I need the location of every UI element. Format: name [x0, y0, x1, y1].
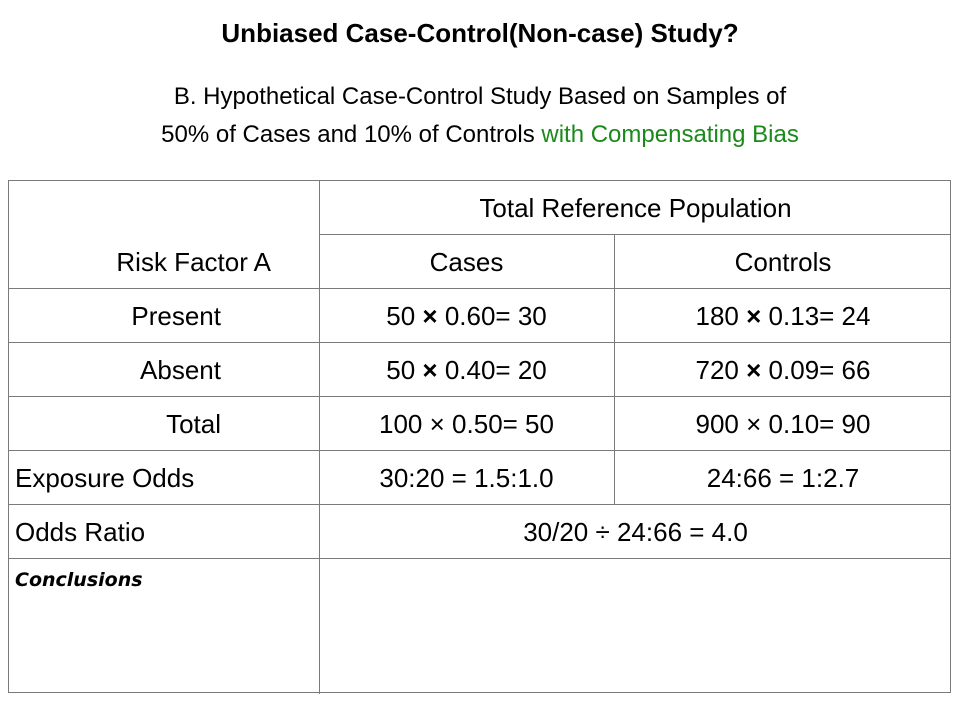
operand: 50 [386, 355, 416, 385]
table-divider [319, 181, 320, 694]
cell-absent-controls: 720 × 0.09= 66 [614, 343, 952, 397]
operand: 720 [695, 355, 739, 385]
table-divider [319, 234, 950, 235]
operand: 0.10= 90 [768, 409, 871, 439]
operand: 0.13= 24 [768, 301, 871, 331]
cell-odds-ratio: 30/20 ÷ 24:66 = 4.0 [523, 517, 748, 547]
slide-title: Unbiased Case-Control(Non-case) Study? [221, 18, 739, 48]
table-divider [9, 288, 950, 289]
operand: 100 [379, 409, 423, 439]
subtitle-line-2: 50% of Cases and 10% of Controls with Co… [0, 116, 960, 154]
operand: 0.60= 30 [444, 301, 547, 331]
row-label-absent: Absent [140, 355, 221, 385]
row-label-present: Present [131, 301, 221, 331]
multiply-sign: × [429, 409, 445, 439]
controls-header: Controls [734, 247, 832, 277]
operand: 0.50= 50 [452, 409, 554, 439]
cases-header: Cases [429, 247, 504, 277]
risk-factor-header: Risk Factor A [116, 247, 271, 277]
row-label-odds-ratio: Odds Ratio [15, 517, 146, 547]
cell-exposure-odds-controls: 24:66 = 1:2.7 [706, 463, 860, 493]
table-divider [9, 504, 950, 505]
table-divider [9, 342, 950, 343]
subtitle-line-2-green: with Compensating Bias [541, 121, 799, 148]
study-table: Total Reference Population Risk Factor A… [8, 180, 952, 694]
conclusions-label: Conclusions [15, 569, 143, 591]
cell-exposure-odds-cases: 30:20 = 1.5:1.0 [379, 463, 554, 493]
cell-total-cases: 100 × 0.50= 50 [319, 397, 614, 451]
row-label-exposure-odds: Exposure Odds [15, 463, 195, 493]
multiply-sign: × [746, 409, 762, 439]
subtitle-line-1: B. Hypothetical Case-Control Study Based… [173, 83, 787, 110]
operand: 180 [695, 301, 739, 331]
cell-absent-cases: 50 × 0.40= 20 [319, 343, 614, 397]
cell-present-cases: 50 × 0.60= 30 [319, 289, 614, 343]
operand: 0.40= 20 [444, 355, 547, 385]
subtitle-line-2-plain: 50% of Cases and 10% of Controls [161, 121, 535, 148]
multiply-sign: × [746, 301, 762, 331]
operand: 0.09= 66 [768, 355, 871, 385]
cell-present-controls: 180 × 0.13= 24 [614, 289, 952, 343]
table-divider [9, 558, 950, 559]
multiply-sign: × [422, 301, 438, 331]
table-divider [614, 234, 615, 504]
operand: 50 [386, 301, 416, 331]
cell-total-controls: 900 × 0.10= 90 [614, 397, 952, 451]
row-label-total: Total [166, 409, 221, 439]
operand: 900 [695, 409, 739, 439]
table-divider [9, 396, 950, 397]
population-header: Total Reference Population [479, 193, 792, 223]
multiply-sign: × [422, 355, 438, 385]
slide-subtitle: B. Hypothetical Case-Control Study Based… [0, 78, 960, 154]
multiply-sign: × [746, 355, 762, 385]
table-divider [9, 450, 950, 451]
